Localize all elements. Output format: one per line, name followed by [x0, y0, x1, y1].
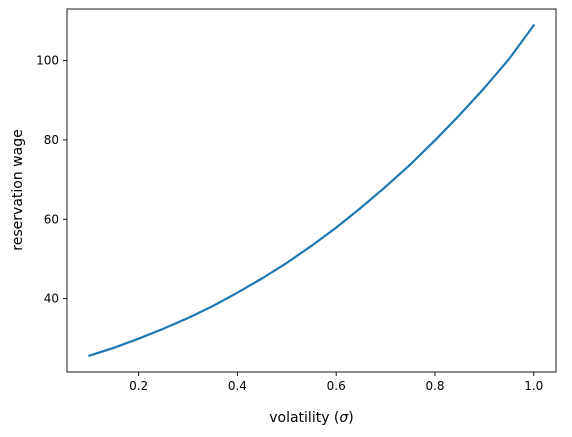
- y-tick-label: 60: [44, 212, 59, 226]
- x-tick-label: 0.4: [228, 379, 247, 393]
- y-axis-label: reservation wage: [10, 129, 26, 250]
- axes-frame: [66, 8, 557, 373]
- x-tick-label: 0.8: [425, 379, 444, 393]
- x-axis-label: volatility (σ): [269, 410, 354, 426]
- x-tick-label: 0.2: [129, 379, 148, 393]
- x-tick-label: 1.0: [524, 379, 543, 393]
- series-line: [88, 24, 535, 357]
- y-tick-label: 100: [36, 54, 59, 68]
- axis-ticks: 0.2 0.4 0.6 0.8 1.0 40 60 80 100: [36, 54, 543, 393]
- y-tick-label: 80: [44, 133, 59, 147]
- plot-area: [88, 24, 535, 357]
- x-tick-label: 0.6: [327, 379, 346, 393]
- y-tick-label: 40: [44, 292, 59, 306]
